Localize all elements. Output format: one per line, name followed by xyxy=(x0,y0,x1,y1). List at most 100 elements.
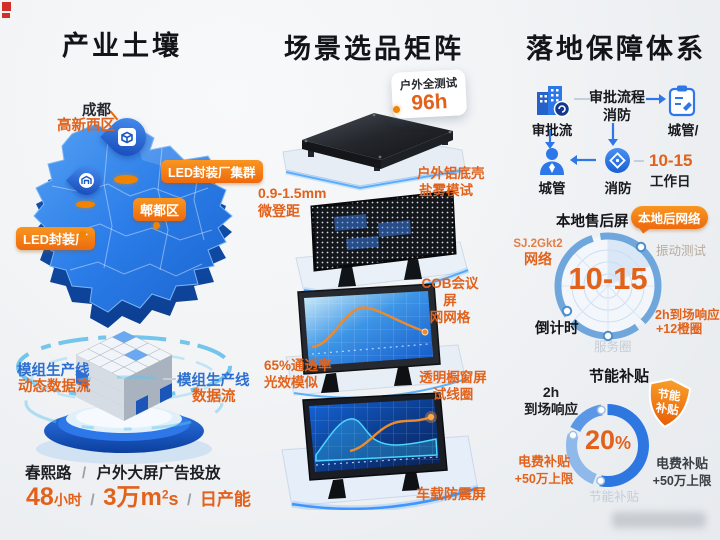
permit-clipboard-icon xyxy=(668,85,696,117)
process-line1: 审批流程 xyxy=(589,89,645,105)
guarantee-title: 落地保障体系 xyxy=(526,34,706,64)
radar-center-value: 10-15 xyxy=(568,261,648,296)
subsidy-left-line2: +50万上限 xyxy=(514,471,574,486)
shield-line2: 补贴 xyxy=(654,400,680,417)
outdoor-test-badge: 户外全测试 96h xyxy=(390,69,468,119)
production-left-label: 模组生产线 xyxy=(17,363,90,379)
approval-building-icon xyxy=(537,86,570,118)
district-label: 高新西区 xyxy=(57,118,115,134)
subsidy-left-label: 电费补贴 +50万上限 xyxy=(513,454,575,487)
resp-onsite: 到场响应 xyxy=(524,402,578,418)
panel1-label: 户外铝底壳 盐雾模试 xyxy=(417,166,485,200)
industry-title: 产业土壤 xyxy=(62,31,182,61)
panel1-line2: 盐雾模试 xyxy=(419,182,473,198)
arrow-left-icon xyxy=(570,155,596,165)
pin-shadow xyxy=(76,201,95,208)
panel1-line1: 户外铝底壳 xyxy=(417,166,485,181)
panel3-right-label: 透明橱窗屏 试线圈 xyxy=(419,370,487,404)
chengguan-label: 城管 xyxy=(538,181,566,196)
factory-pill: LED封装厂 xyxy=(16,227,96,250)
area-value: 3万m xyxy=(103,484,162,511)
label-line xyxy=(163,378,176,380)
badge-dot xyxy=(393,106,400,113)
panel4-label: 车载防震屏 xyxy=(416,486,486,502)
subsidy-percent-value: 20 xyxy=(584,425,616,455)
response-label: 2h到场响应 xyxy=(655,308,720,322)
network-left-label: SJ.2Gkt2 网络 xyxy=(508,237,568,269)
panel3-left-line1: 65%通透率 xyxy=(264,358,332,373)
area-sup: 2 xyxy=(161,487,169,502)
countdown-label: 倒计时 xyxy=(535,321,579,337)
road-label: 春熙路 xyxy=(25,465,72,482)
flow-line xyxy=(634,160,644,162)
days-unit: 工作日 xyxy=(650,174,691,189)
hours-unit: 小时 xyxy=(53,492,82,508)
matrix-title: 场景选品矩阵 xyxy=(284,34,464,64)
production-left-sublabel: 动态数据流 xyxy=(18,379,91,395)
stats-line2: 48小时 / 3万m2s / 日产能 xyxy=(26,477,251,512)
process-label: 审批流程 消防 xyxy=(585,88,649,124)
aftersales-title: 本地售后屏 xyxy=(556,214,629,230)
panel2-label: COB会议屏 网网格 xyxy=(417,276,483,327)
subsidy-right-label: 电费补贴 +50万上限 xyxy=(651,456,713,489)
chengguan-slash-label: 城管/ xyxy=(667,123,699,138)
subsidy-donut-chart xyxy=(566,404,649,487)
box-glyph-icon xyxy=(121,131,133,144)
ad-label: 户外大屏广告投放 xyxy=(96,465,221,482)
network-badge: 本地后网络 xyxy=(631,206,708,229)
stats-line1: 春熙路 / 户外大屏广告投放 xyxy=(25,461,220,483)
subsidy-left-line1: 电费补贴 xyxy=(517,454,570,469)
subsidy-right-line1: 电费补贴 xyxy=(655,456,708,471)
approval-label: 审批流 xyxy=(531,123,573,138)
production-right-label: 模组生产线 xyxy=(177,373,250,389)
pitch-line1: 0.9-1.5mm xyxy=(258,185,327,201)
subsidy-response-label: 2h 到场响应 xyxy=(521,383,581,419)
production-right-sublabel: 数据流 xyxy=(192,389,236,405)
fire-label: 消防 xyxy=(604,181,632,196)
module-production-visual xyxy=(16,331,232,464)
slash: / xyxy=(81,465,87,482)
donut-bottom-label: 节能补贴 xyxy=(589,490,640,504)
days-value: 10-15 xyxy=(649,151,693,170)
area-suffix: s xyxy=(168,489,179,509)
cluster-pill: LED封装厂集群 xyxy=(161,160,263,183)
pitch-label: 0.9-1.5mm 微登距 xyxy=(258,185,326,220)
subsidy-title: 节能补贴 xyxy=(589,368,650,385)
map-pin-main-icon xyxy=(100,110,154,164)
arrow-down-icon xyxy=(608,123,618,146)
shield-line1: 节能 xyxy=(657,387,682,404)
capacity-label: 日产能 xyxy=(199,490,251,509)
panel2-line1: COB会议屏 xyxy=(421,276,479,308)
chengguan-person-icon xyxy=(540,148,564,175)
orange-circle-label: +12橙圈 xyxy=(656,322,703,336)
building-glyph-icon xyxy=(81,175,92,184)
test-badge-value: 96h xyxy=(410,90,449,115)
hours-value: 48 xyxy=(26,483,54,511)
radar-bottom-label: 服务圈 xyxy=(594,340,632,354)
vibration-label: 振动测试 xyxy=(656,244,707,258)
slash: / xyxy=(187,492,192,509)
subsidy-right-line2: +50万上限 xyxy=(652,473,712,488)
panel3-right-line1: 透明橱窗屏 xyxy=(419,370,487,385)
map-pin-factory-icon xyxy=(65,159,108,202)
subsidy-percent-sign: % xyxy=(615,433,632,453)
flow-line xyxy=(574,98,590,100)
arrow-down-icon xyxy=(545,130,555,149)
pill-dot xyxy=(153,222,160,229)
net-line1: SJ.2Gkt2 xyxy=(513,238,563,250)
device-stack xyxy=(281,113,480,510)
arrow-right-icon xyxy=(646,94,666,104)
watermark-blur xyxy=(612,512,706,528)
panel3-right-line2: 试线圈 xyxy=(432,386,474,402)
donut-center-value: 20% xyxy=(577,425,639,456)
process-line2: 消防 xyxy=(603,107,631,124)
corner-mark-icon xyxy=(2,13,10,18)
aftersales-radar-chart xyxy=(554,232,662,342)
subsidy-shield-badge: 节能 补贴 xyxy=(648,378,692,428)
corner-mark-icon xyxy=(2,2,11,11)
slash: / xyxy=(90,492,95,509)
resp-2h: 2h xyxy=(542,384,560,400)
panel3-left-label: 65%通透率 光效模似 xyxy=(264,358,332,392)
pill-dot xyxy=(79,231,86,238)
